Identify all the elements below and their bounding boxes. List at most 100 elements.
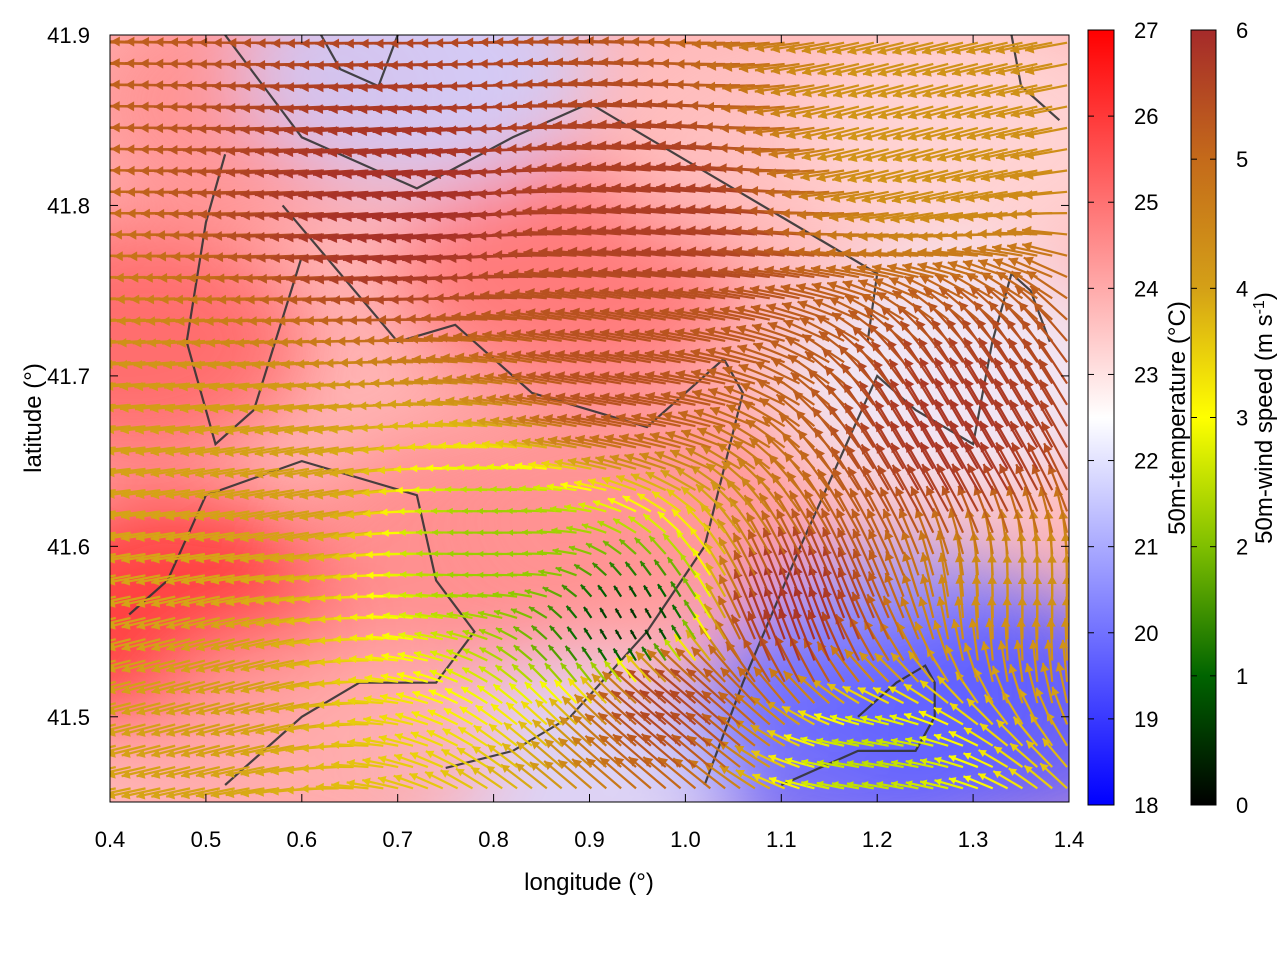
wind-vector	[363, 715, 399, 726]
wind-vector	[136, 659, 176, 674]
wind-vector	[557, 737, 593, 768]
wind-vector	[573, 480, 607, 492]
wind-vector	[566, 525, 592, 534]
wind-vector	[486, 743, 518, 768]
wind-vector	[598, 734, 637, 768]
wind-vector	[552, 547, 577, 556]
wind-vector	[380, 673, 414, 683]
wind-vector	[530, 739, 563, 768]
wind-vector	[821, 611, 846, 661]
wind-vector	[526, 392, 577, 406]
wind-vector	[737, 344, 786, 364]
wind-vector	[508, 682, 533, 704]
wind-vector	[603, 433, 652, 449]
wind-vector	[963, 642, 979, 683]
wind-vector	[151, 680, 191, 695]
wind-vector	[702, 667, 741, 704]
wind-vector	[597, 584, 608, 598]
wind-vector	[826, 682, 860, 705]
wind-vector	[570, 392, 622, 406]
wind-vector	[948, 754, 979, 769]
wind-vector	[499, 393, 548, 406]
wind-vector	[526, 371, 577, 385]
wind-vector	[240, 680, 280, 694]
wind-vector	[614, 629, 623, 640]
wind-vector	[529, 414, 577, 428]
wind-vector	[394, 733, 429, 747]
wind-vector	[658, 627, 667, 640]
wind-vector	[110, 595, 146, 608]
wind-vector	[932, 619, 950, 661]
wind-vector	[166, 702, 206, 716]
wind-vector	[816, 759, 845, 769]
wind-vector	[393, 774, 429, 790]
temperature-colorbar-tick-label: 27	[1134, 18, 1158, 43]
wind-vector	[554, 287, 607, 300]
wind-vector	[846, 759, 875, 769]
wind-vector	[671, 604, 682, 619]
wind-vector	[904, 736, 934, 747]
wind-vector	[544, 738, 578, 768]
wind-vector	[993, 745, 1024, 768]
wind-vector	[569, 328, 622, 343]
wind-vector	[570, 307, 622, 321]
wind-vector	[783, 733, 815, 747]
wind-vector	[705, 462, 741, 491]
wind-vector	[978, 749, 1009, 769]
wind-vector	[110, 702, 146, 716]
wind-vector	[423, 333, 473, 344]
temperature-colorbar-tick-label: 21	[1134, 535, 1158, 560]
wind-vector	[672, 757, 712, 790]
y-axis-title: latitude (°)	[20, 363, 47, 473]
wind-vector	[510, 308, 562, 321]
wind-vector	[966, 463, 994, 512]
wind-vector	[524, 681, 548, 704]
wind-vector	[597, 690, 637, 726]
wind-vector	[801, 758, 830, 769]
wind-vector	[460, 686, 488, 705]
wind-vector	[831, 781, 860, 790]
wind-vector	[655, 733, 697, 768]
wind-vector	[110, 62, 116, 66]
wind-vector	[462, 591, 488, 599]
wind-speed-colorbar-tick-label: 4	[1236, 276, 1248, 301]
wind-vector	[983, 693, 1009, 726]
wind-vector	[669, 668, 712, 704]
wind-vector	[629, 608, 637, 619]
wind-vector	[467, 331, 518, 343]
wind-vector	[478, 628, 503, 641]
wind-vector	[121, 787, 161, 800]
wind-vector	[151, 638, 191, 652]
wind-vector	[545, 717, 578, 747]
x-axis-title: longitude (°)	[524, 869, 654, 896]
wind-vector	[165, 765, 206, 779]
wind-vector	[110, 680, 146, 695]
wind-vector	[495, 289, 547, 300]
wind-vector	[446, 611, 473, 620]
wind-vector	[474, 704, 503, 726]
wind-vector	[225, 702, 265, 716]
wind-vector	[820, 508, 846, 555]
wind-vector	[685, 711, 726, 747]
wind-vector	[455, 767, 488, 790]
wind-vector	[734, 692, 771, 726]
wind-vector	[536, 528, 562, 535]
wind-vector	[747, 529, 771, 576]
wind-vector	[816, 737, 845, 747]
wind-vector	[781, 301, 830, 321]
wind-vector	[603, 660, 623, 683]
wind-vector	[792, 390, 831, 427]
wind-vector	[151, 659, 191, 674]
wind-vector	[629, 349, 681, 364]
wind-speed-colorbar-title: 50m-wind speed (m s-1)	[1251, 292, 1279, 544]
wind-vector	[788, 490, 816, 534]
wind-vector	[835, 508, 860, 555]
wind-vector	[685, 629, 712, 662]
wind-vector	[195, 616, 235, 630]
wind-vector	[110, 297, 116, 300]
wind-vector	[485, 765, 518, 790]
wind-vector	[918, 530, 935, 576]
wind-vector	[903, 275, 949, 300]
wind-vector	[1008, 664, 1024, 704]
wind-vector	[877, 464, 905, 512]
